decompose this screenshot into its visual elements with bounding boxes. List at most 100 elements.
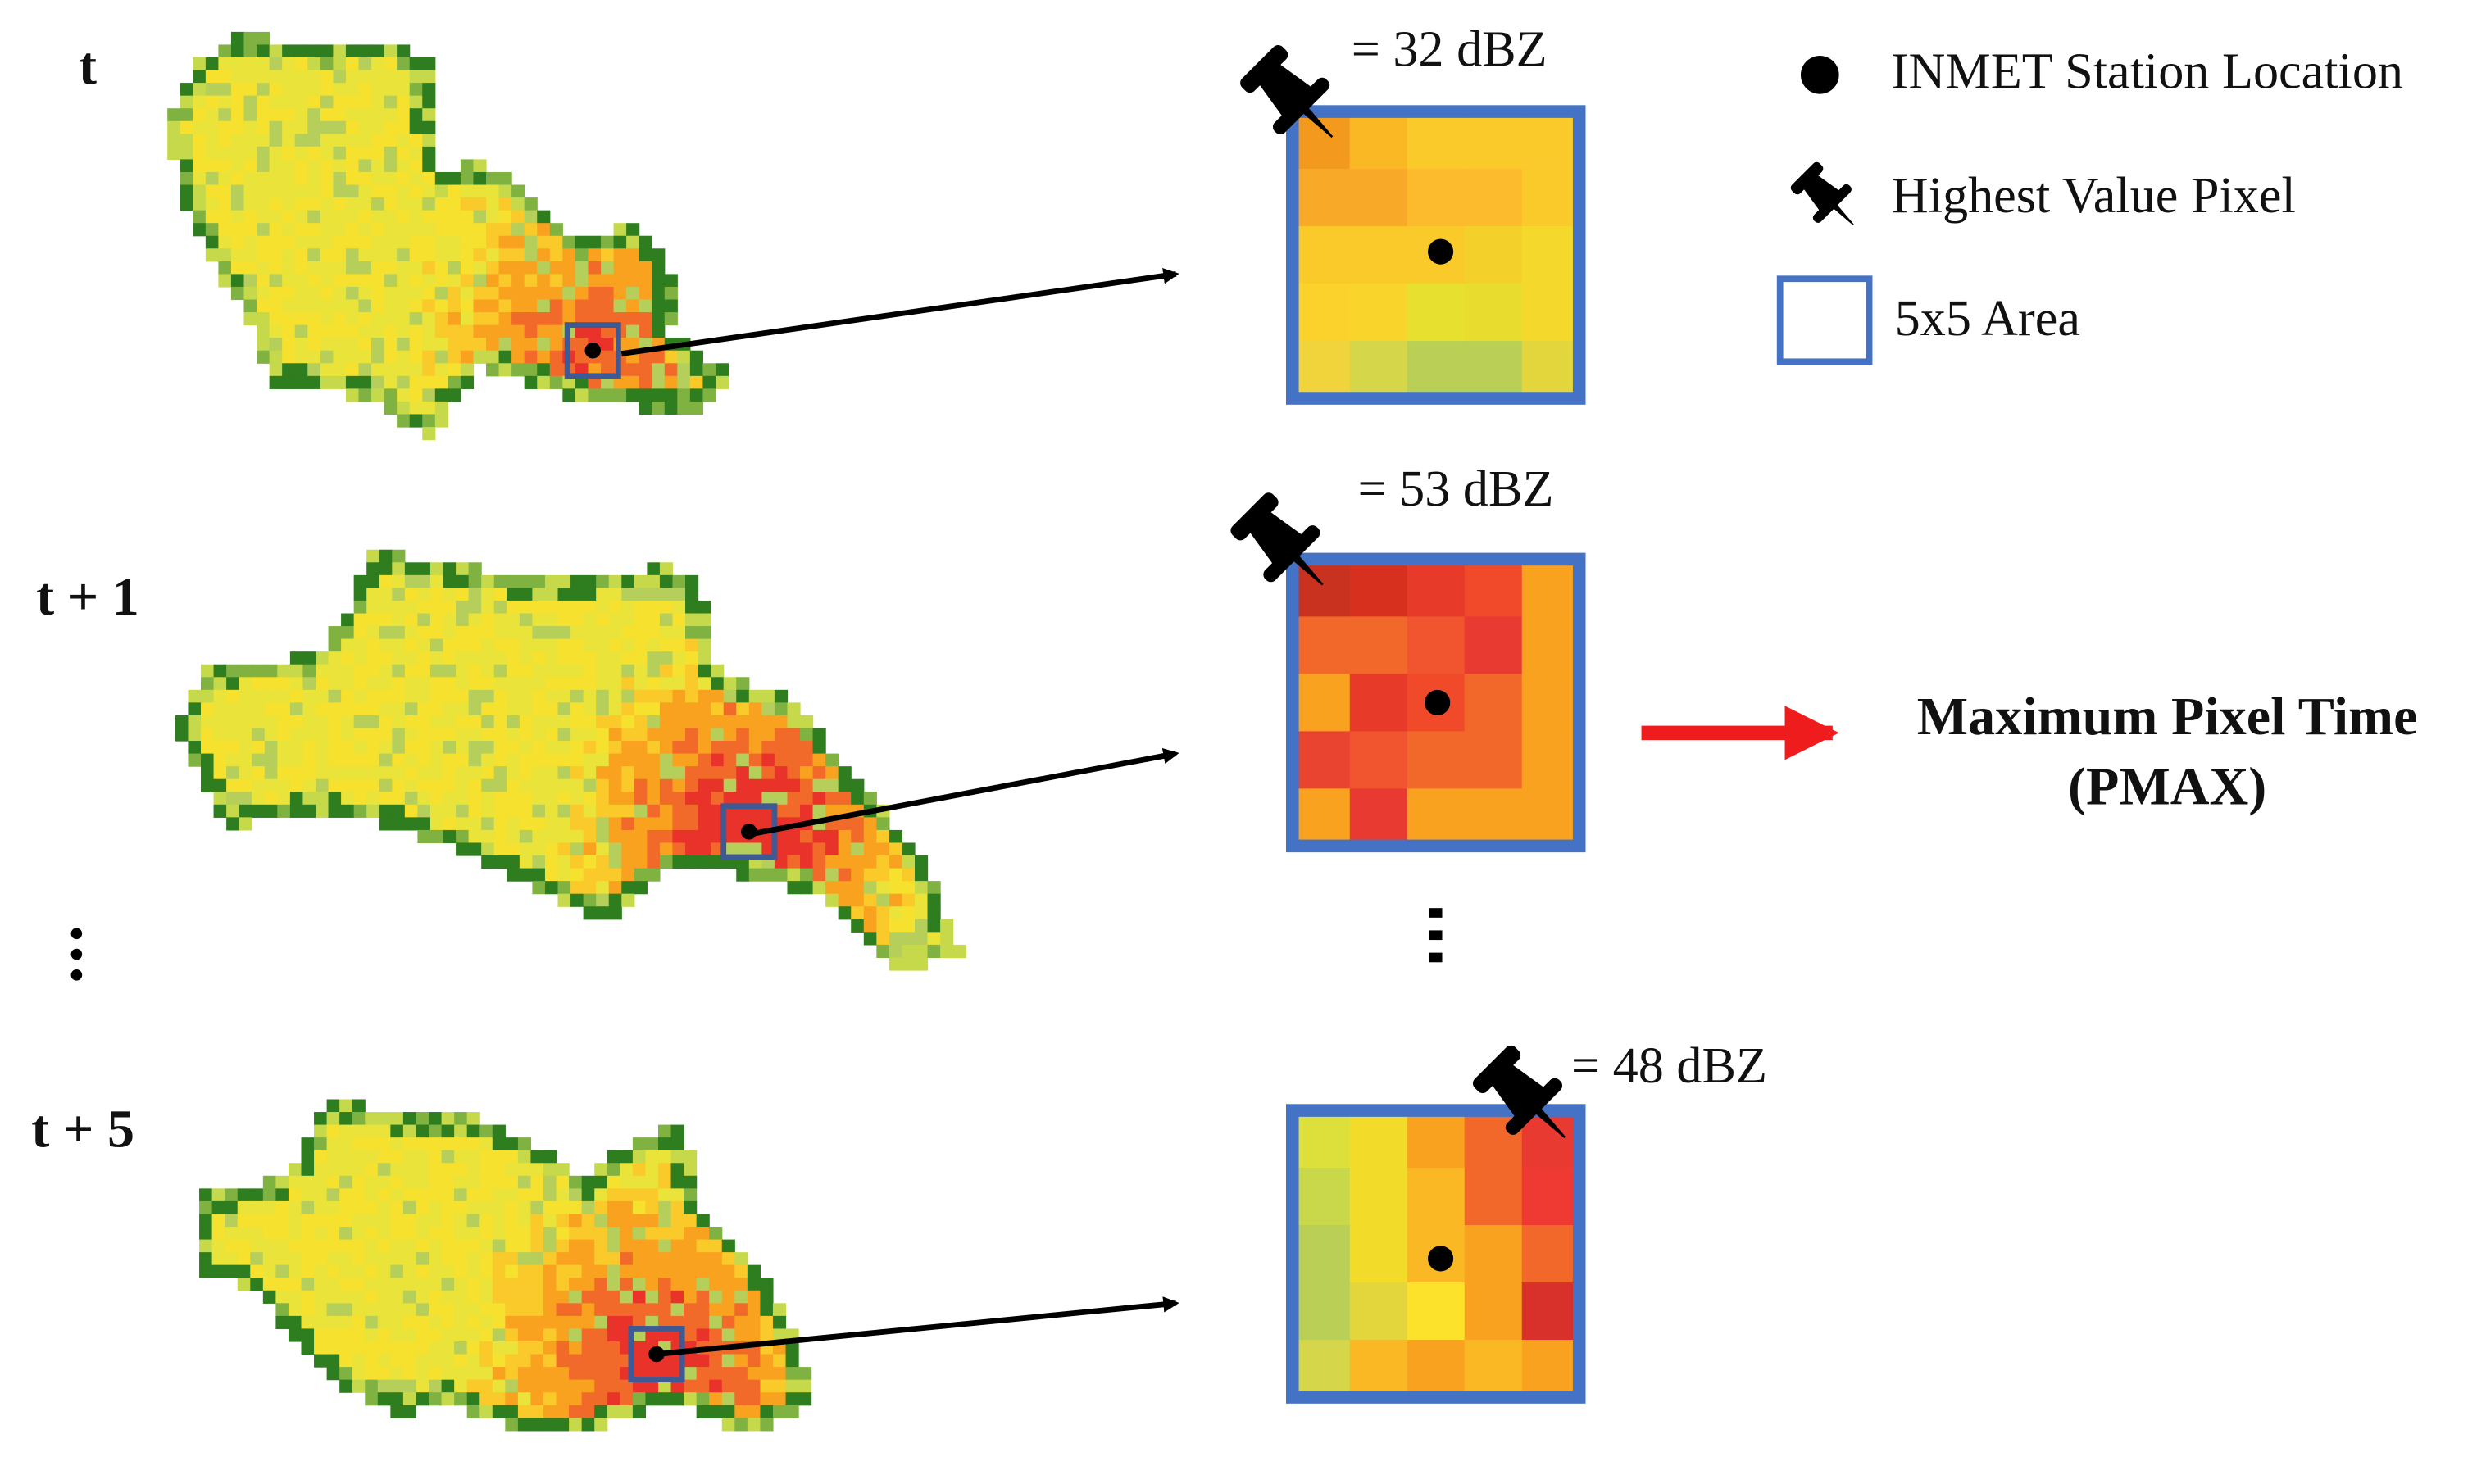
radar-pixel — [621, 664, 635, 678]
radar-pixel — [498, 299, 512, 313]
radar-pixel — [647, 715, 661, 729]
radar-pixel — [294, 83, 308, 97]
radar-pixel — [685, 766, 699, 780]
radar-pixel — [838, 766, 852, 780]
radar-pixel — [201, 753, 215, 767]
radar-pixel — [492, 1328, 506, 1342]
radar-pixel — [416, 1150, 429, 1164]
radar-pixel — [237, 1188, 251, 1202]
area-cell — [1292, 111, 1351, 170]
radar-pixel — [659, 804, 674, 818]
radar-pixel — [193, 146, 207, 161]
radar-pixel — [632, 1150, 647, 1164]
radar-pixel — [684, 1303, 698, 1317]
area-cell — [1349, 788, 1408, 846]
radar-pixel — [417, 804, 431, 818]
radar-pixel — [315, 804, 329, 818]
radar-pixel — [269, 159, 283, 173]
radar-pixel — [314, 1341, 328, 1355]
radar-pixel — [377, 1252, 391, 1266]
radar-pixel — [493, 574, 507, 588]
radar-pixel — [583, 753, 597, 767]
radar-pixel — [549, 312, 563, 326]
radar-pixel — [620, 1405, 634, 1418]
radar-pixel — [320, 57, 334, 71]
radar-pixel — [416, 1278, 429, 1291]
radar-pixel — [721, 1392, 735, 1406]
radar-pixel — [620, 1163, 634, 1177]
radar-pixel — [397, 146, 411, 161]
radar-pixel — [505, 1405, 519, 1418]
radar-pixel — [315, 651, 329, 665]
radar-pixel — [404, 804, 419, 818]
radar-pixel — [328, 677, 342, 691]
radar-pixel — [798, 1379, 812, 1393]
radar-pixel — [239, 677, 252, 691]
radar-pixel — [748, 766, 762, 780]
radar-pixel — [205, 134, 219, 147]
radar-pixel — [672, 613, 686, 627]
radar-pixel — [243, 134, 257, 147]
area-cell — [1349, 1340, 1408, 1398]
radar-pixel — [863, 893, 877, 907]
radar-pixel — [524, 235, 538, 249]
radar-pixel — [645, 1214, 659, 1228]
radar-pixel — [205, 184, 219, 198]
radar-pixel — [685, 574, 699, 588]
radar-pixel — [711, 778, 725, 792]
radar-pixel — [289, 804, 304, 818]
radar-pixel — [417, 766, 431, 780]
radar-pixel — [193, 70, 207, 84]
time-label: t — [79, 37, 97, 97]
radar-pixel — [825, 855, 839, 869]
radar-pixel — [626, 261, 640, 275]
radar-pixel — [659, 613, 674, 627]
radar-pixel — [443, 677, 457, 691]
radar-pixel — [505, 1163, 519, 1177]
radar-pixel — [218, 261, 232, 275]
radar-pixel — [314, 1137, 328, 1151]
radar-pixel — [685, 753, 699, 767]
radar-pixel — [466, 1367, 480, 1381]
legend-text: Highest Value Pixel — [1892, 168, 2296, 224]
radar-pixel — [659, 689, 674, 703]
station-box — [564, 322, 621, 379]
radar-pixel — [193, 223, 207, 237]
radar-pixel — [620, 1290, 634, 1304]
area-cell — [1292, 674, 1351, 732]
radar-pixel — [613, 375, 627, 389]
radar-pixel — [544, 626, 559, 640]
radar-pixel — [397, 299, 411, 313]
radar-pixel — [314, 1112, 328, 1126]
radar-pixel — [277, 766, 291, 780]
area-grids — [1222, 36, 1591, 1404]
radar-pixel — [647, 689, 661, 703]
radar-pixel — [468, 715, 482, 729]
radar-pixel — [460, 312, 475, 326]
radar-pixel — [698, 804, 711, 818]
radar-pixel — [353, 702, 367, 716]
radar-pixel — [747, 1379, 761, 1393]
radar-pixel — [684, 1354, 698, 1368]
radar-pixel — [902, 944, 916, 959]
radar-pixel — [787, 804, 801, 818]
radar-pixel — [702, 363, 716, 377]
radar-pixel — [621, 817, 635, 831]
radar-pixel — [634, 600, 648, 615]
radar-pixel — [734, 1405, 748, 1418]
radar-pixel — [333, 108, 347, 122]
radar-pixel — [409, 299, 423, 313]
radar-pixel — [696, 1392, 710, 1406]
radar-pixel — [315, 664, 329, 678]
radar-pixel — [479, 1124, 493, 1138]
radar-pixel — [479, 1354, 493, 1368]
radar-pixel — [275, 1252, 289, 1266]
radar-pixel — [282, 363, 296, 377]
radar-pixel — [211, 1227, 225, 1241]
radar-pixel — [429, 1354, 443, 1368]
radar-pixel — [876, 855, 890, 869]
radar-pixel — [570, 626, 584, 640]
radar-pixel — [544, 855, 559, 869]
radar-pixel — [301, 1200, 315, 1215]
